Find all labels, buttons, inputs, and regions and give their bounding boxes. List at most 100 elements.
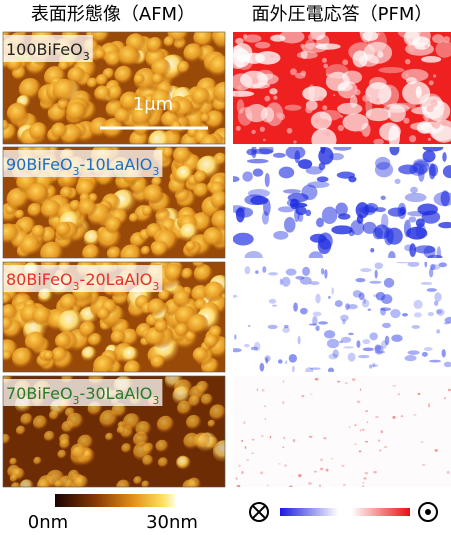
domain — [290, 202, 308, 208]
grain — [179, 223, 200, 244]
domain — [320, 147, 326, 154]
domain — [391, 334, 403, 342]
label-bg — [3, 379, 163, 406]
domain — [247, 324, 251, 328]
domain — [406, 226, 428, 240]
label-part: 80BiFeO — [6, 270, 73, 289]
grain — [36, 479, 51, 487]
grain — [114, 65, 134, 85]
domain — [400, 415, 404, 418]
domain — [323, 330, 336, 339]
domain — [361, 428, 365, 431]
domain — [269, 435, 272, 439]
domain — [432, 121, 441, 129]
domain — [441, 349, 446, 358]
domain — [383, 277, 395, 288]
grain — [212, 32, 225, 48]
domain — [309, 233, 327, 243]
domain — [374, 344, 382, 352]
domain — [424, 262, 428, 268]
domain — [233, 294, 238, 298]
domain — [255, 270, 259, 274]
domain — [252, 77, 259, 85]
domain — [384, 335, 390, 346]
domain — [430, 99, 438, 108]
grain — [59, 438, 71, 450]
domain — [316, 217, 324, 228]
grain — [158, 289, 171, 302]
domain — [235, 207, 254, 218]
grain — [133, 476, 143, 486]
grain — [51, 122, 68, 139]
grain — [185, 240, 197, 252]
domain — [340, 115, 343, 118]
grain — [91, 32, 110, 44]
domain — [365, 82, 392, 105]
domain — [446, 470, 450, 474]
domain — [388, 125, 400, 144]
pfm-image — [233, 376, 451, 487]
domain — [443, 36, 451, 44]
pfm-header: 面外圧電応答（PFM） — [252, 4, 433, 25]
domain — [302, 266, 311, 276]
grain — [171, 120, 182, 132]
label-bg — [3, 265, 163, 292]
domain — [264, 405, 267, 407]
domain — [447, 388, 451, 392]
domain — [440, 190, 450, 207]
grain — [151, 240, 169, 258]
domain — [259, 126, 265, 132]
domain — [295, 275, 305, 280]
domain — [392, 415, 396, 419]
domain — [308, 323, 317, 326]
domain — [375, 98, 380, 103]
grain — [33, 456, 42, 466]
domain — [359, 128, 362, 132]
domain — [337, 102, 363, 115]
domain — [344, 382, 349, 384]
grain — [143, 184, 164, 205]
panel-label: 100BiFeO3 — [3, 35, 93, 63]
domain — [365, 410, 369, 413]
domain — [314, 470, 317, 473]
domain — [272, 304, 278, 307]
domain — [345, 303, 350, 311]
grain — [193, 264, 214, 284]
domain — [262, 266, 267, 273]
domain — [254, 51, 281, 65]
domain — [273, 95, 278, 100]
domain — [443, 321, 450, 325]
domain — [382, 322, 391, 329]
grain — [131, 106, 152, 127]
grain — [54, 332, 72, 350]
label-text: 100BiFeO3 — [6, 40, 90, 63]
domain — [264, 417, 267, 421]
grain — [133, 73, 146, 85]
domain — [261, 388, 265, 392]
grain — [74, 475, 89, 487]
domain — [244, 251, 263, 258]
domain — [319, 109, 341, 121]
domain — [247, 189, 270, 198]
panel-label: 80BiFeO3-20LaAlO3 — [3, 265, 163, 293]
label-bg — [3, 150, 163, 177]
domain — [288, 353, 298, 363]
domain — [322, 105, 328, 111]
domain — [322, 57, 327, 63]
domain — [436, 308, 445, 317]
grain — [15, 425, 26, 436]
domain — [403, 117, 410, 124]
domain — [364, 440, 369, 443]
label-part: 90BiFeO — [6, 155, 73, 174]
grain — [52, 78, 77, 103]
domain — [283, 324, 289, 329]
label-part: 100BiFeO — [6, 40, 83, 59]
domain — [233, 90, 255, 97]
domain — [415, 218, 425, 228]
domain — [315, 43, 341, 50]
domain — [325, 131, 331, 137]
domain — [436, 246, 442, 258]
domain — [381, 340, 388, 349]
domain — [282, 189, 301, 194]
domain — [284, 464, 287, 467]
